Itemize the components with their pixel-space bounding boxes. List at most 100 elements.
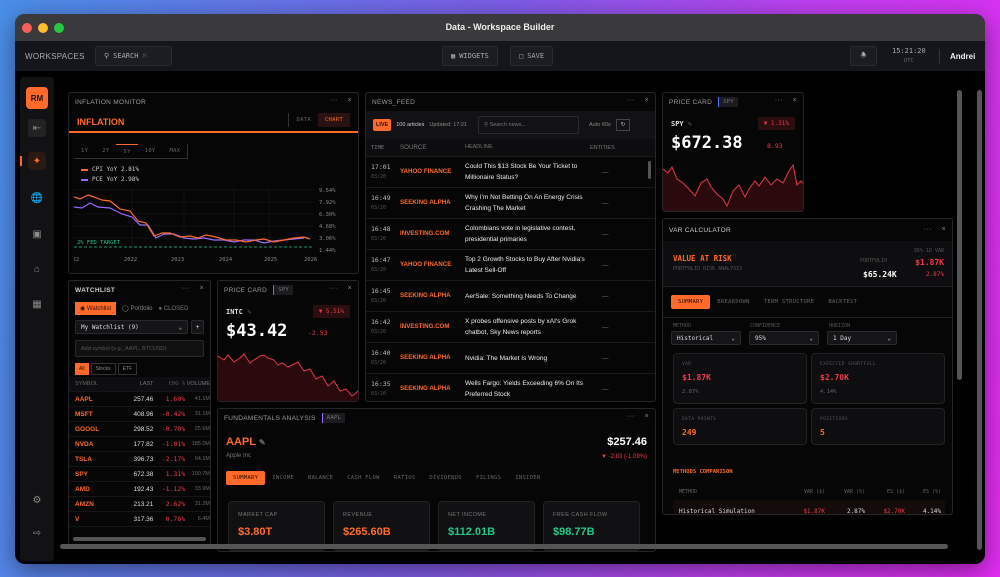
add-symbol-input[interactable]: Add symbol (e.g., AAPL, BTCUSD) bbox=[75, 340, 204, 357]
svg-text:2025: 2025 bbox=[264, 257, 277, 263]
filter-stocks[interactable]: Stocks bbox=[90, 363, 116, 375]
close-icon[interactable]: × bbox=[644, 97, 649, 104]
horizon-select[interactable]: 1 Day ⌄ bbox=[827, 331, 897, 345]
more-icon[interactable]: ··· bbox=[923, 226, 932, 233]
bank-icon[interactable]: ⌂ bbox=[33, 263, 41, 275]
news-row[interactable]: 16:40 03/20 SEEKING ALPHA Nvidia: The Marke… bbox=[366, 343, 655, 374]
tab-chart[interactable]: CHART bbox=[317, 113, 350, 127]
table-row[interactable]: TSLA 396.73 -2.17% 64.1M bbox=[69, 452, 210, 467]
close-window-button[interactable] bbox=[22, 22, 32, 33]
spark-icon[interactable]: ✦ bbox=[28, 152, 46, 170]
tab-dividends[interactable]: DIVIDENDS bbox=[429, 475, 462, 481]
tab-balance[interactable]: BALANCE bbox=[307, 475, 334, 481]
news-row[interactable]: 17:01 03/20 YAHOO FINANCE Could This $13 St… bbox=[366, 157, 655, 188]
news-row[interactable]: 16:48 03/20 INVESTING.COM Colombians vote i… bbox=[366, 219, 655, 250]
tab-backtest[interactable]: BACKTEST bbox=[828, 299, 858, 305]
minimize-window-button[interactable] bbox=[38, 22, 48, 33]
collapse-icon[interactable]: ⇤ bbox=[28, 119, 46, 137]
table-row[interactable]: GOOGL 298.52 -0.70% 25.6M bbox=[69, 422, 210, 437]
tab-summary[interactable]: SUMMARY bbox=[671, 295, 711, 309]
news-scrollbar[interactable] bbox=[648, 161, 651, 179]
table-row[interactable]: V 317.36 0.76% 6.4M bbox=[69, 512, 210, 527]
svg-text:2024: 2024 bbox=[219, 257, 233, 263]
news-feed-panel: NEWS_FEED ··· × LIVE 100 articles Updated:… bbox=[365, 92, 656, 402]
close-icon[interactable]: × bbox=[347, 97, 352, 104]
tab-breakdown[interactable]: BREAKDOWN bbox=[717, 299, 750, 305]
close-icon[interactable]: × bbox=[792, 97, 797, 104]
edit-icon[interactable]: ✎ bbox=[247, 308, 252, 316]
range-max[interactable]: MAX bbox=[169, 148, 181, 154]
horizontal-scrollbar[interactable] bbox=[73, 537, 206, 541]
news-row[interactable]: 16:45 03/20 SEEKING ALPHA AerSale: Somethin… bbox=[366, 281, 655, 312]
more-icon[interactable]: ··· bbox=[774, 97, 783, 104]
more-icon[interactable]: ··· bbox=[626, 97, 635, 104]
svg-text:2022: 2022 bbox=[124, 257, 137, 263]
maximize-window-button[interactable] bbox=[54, 22, 64, 33]
globe-icon[interactable]: 🌐 bbox=[30, 192, 44, 204]
workspaces-menu[interactable]: WORKSPACES bbox=[25, 51, 85, 61]
confidence-select[interactable]: 95% ⌄ bbox=[749, 331, 819, 345]
logout-icon[interactable]: ⇨ bbox=[32, 527, 42, 539]
tab-watchlist[interactable]: ◉ Watchlist bbox=[75, 302, 117, 315]
filter-all[interactable]: All bbox=[75, 363, 89, 375]
more-icon[interactable]: ··· bbox=[626, 413, 635, 420]
tab-portfolio[interactable]: ◯ Portfolio bbox=[122, 306, 153, 312]
tab-cash-flow[interactable]: CASH FLOW bbox=[347, 475, 380, 481]
more-icon[interactable]: ··· bbox=[181, 285, 190, 292]
search-button[interactable]: ⚲ SEARCH ⌘ bbox=[95, 46, 172, 66]
edit-icon[interactable]: ✎ bbox=[687, 120, 693, 128]
chart-legend: CPI YoY 2.81% PCE YoY 2.98% bbox=[81, 165, 139, 185]
workspace-horizontal-scrollbar[interactable] bbox=[60, 544, 948, 549]
eye-icon: ◉ bbox=[80, 306, 86, 312]
news-row[interactable]: 16:35 03/20 SEEKING ALPHA Wells Fargo: Yiel… bbox=[366, 374, 655, 401]
close-icon[interactable]: × bbox=[199, 285, 204, 292]
news-row[interactable]: 16:42 03/20 INVESTING.COM X probes offensiv… bbox=[366, 312, 655, 343]
svg-text:7.92%: 7.92% bbox=[319, 200, 336, 206]
news-row[interactable]: 16:49 03/20 SEEKING ALPHA Why I'm Not Betti… bbox=[366, 188, 655, 219]
close-icon[interactable]: × bbox=[347, 285, 352, 292]
user-name[interactable]: Andrei bbox=[950, 51, 976, 61]
more-icon[interactable]: ··· bbox=[329, 285, 338, 292]
method-select[interactable]: Historical ⌄ bbox=[671, 331, 741, 345]
tab-summary[interactable]: SUMMARY bbox=[226, 471, 266, 485]
save-button[interactable]: □ SAVE bbox=[510, 46, 554, 66]
close-icon[interactable]: × bbox=[644, 413, 649, 420]
wallet-icon[interactable]: ▣ bbox=[32, 228, 42, 240]
table-row[interactable]: AAPL 257.46 1.60% 41.1M bbox=[69, 392, 210, 407]
tab-data[interactable]: DATA bbox=[296, 117, 311, 123]
notifications-button[interactable]: 🕭 bbox=[850, 46, 877, 66]
tab-term-structure[interactable]: TERM STRUCTURE bbox=[763, 299, 815, 305]
more-icon[interactable]: ··· bbox=[329, 97, 338, 104]
refresh-icon[interactable]: ↻ bbox=[615, 119, 631, 131]
calculator-icon[interactable]: ▦ bbox=[32, 298, 42, 310]
tab-insider[interactable]: INSIDER bbox=[515, 475, 541, 481]
tab-income[interactable]: INCOME bbox=[272, 475, 294, 481]
workspace-scrollbar-inner[interactable] bbox=[957, 90, 962, 380]
workspace-scrollbar[interactable] bbox=[977, 90, 982, 550]
edit-icon[interactable]: ✎ bbox=[258, 438, 266, 447]
tab-filings[interactable]: FILINGS bbox=[475, 475, 502, 481]
range-5y[interactable]: 5Y bbox=[116, 144, 138, 158]
table-row[interactable]: AMD 192.43 -1.12% 33.9M bbox=[69, 482, 210, 497]
table-row[interactable]: MSFT 408.96 -0.42% 31.1M bbox=[69, 407, 210, 422]
range-10y[interactable]: 10Y bbox=[144, 148, 156, 154]
add-watchlist-button[interactable]: + bbox=[191, 320, 204, 334]
news-row[interactable]: 16:47 03/20 YAHOO FINANCE Top 2 Growth Stoc… bbox=[366, 250, 655, 281]
var-metric-card: DATA POINTS 249 bbox=[673, 408, 807, 445]
filter-etf[interactable]: ETF bbox=[117, 363, 138, 375]
grid-icon: ▦ bbox=[451, 52, 456, 60]
svg-text:9.54%: 9.54% bbox=[319, 188, 336, 194]
watchlist-select[interactable]: My Watchlist (9) ⌄ bbox=[75, 320, 189, 334]
gear-icon[interactable]: ⚙ bbox=[32, 494, 42, 506]
table-row[interactable]: SPY 672.38 1.31% 100.7M bbox=[69, 467, 210, 482]
range-2y[interactable]: 2Y bbox=[102, 148, 110, 154]
avatar[interactable]: RM bbox=[26, 87, 48, 109]
table-row[interactable]: NVDA 177.82 -1.01% 185.0M bbox=[69, 437, 210, 452]
range-1y[interactable]: 1Y bbox=[81, 148, 89, 154]
news-search-input[interactable]: ⚲ Search news... bbox=[478, 116, 579, 134]
close-icon[interactable]: × bbox=[941, 226, 946, 233]
svg-text:2023: 2023 bbox=[171, 257, 184, 263]
widgets-button[interactable]: ▦ WIDGETS bbox=[442, 46, 498, 66]
tab-ratios[interactable]: RATIOS bbox=[393, 475, 416, 481]
table-row[interactable]: AMZN 213.21 2.62% 31.2M bbox=[69, 497, 210, 512]
